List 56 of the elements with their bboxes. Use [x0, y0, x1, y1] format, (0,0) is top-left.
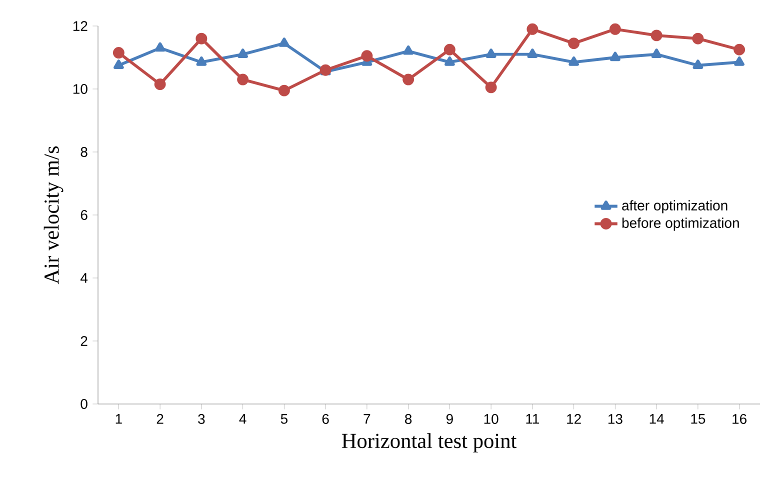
- x-tick-label: 12: [567, 414, 581, 424]
- y-tick-label: 8: [80, 147, 88, 157]
- x-tick-label: 2: [156, 414, 164, 424]
- point: [651, 48, 662, 58]
- x-tick-label: 8: [405, 414, 412, 424]
- x-tick-label: 11: [526, 414, 540, 424]
- point: [278, 84, 290, 96]
- x-tick-label: 3: [198, 414, 205, 424]
- point: [402, 74, 414, 86]
- x-tick-label: 7: [364, 414, 370, 424]
- x-tick-label: 13: [608, 414, 622, 424]
- point: [734, 44, 746, 56]
- x-tick-label: 16: [732, 414, 746, 424]
- x-tick-label: 14: [650, 414, 664, 424]
- y-tick-label: 2: [80, 336, 88, 346]
- point: [444, 56, 455, 66]
- x-tick-label: 10: [484, 414, 498, 424]
- x-tick-label: 6: [322, 414, 329, 424]
- point: [650, 30, 662, 42]
- x-tick-label: 5: [280, 414, 288, 424]
- point: [237, 74, 249, 86]
- point: [361, 50, 373, 62]
- point: [527, 48, 538, 58]
- point: [403, 45, 414, 55]
- x-axis-title: Horizontal test point: [342, 433, 517, 452]
- legend-label: after optimization: [622, 200, 728, 214]
- y-axis-title: Air velocity m/s: [44, 146, 64, 284]
- point: [196, 56, 207, 66]
- point: [692, 60, 704, 69]
- legend-label: before optimization: [622, 218, 739, 231]
- y-tick-label: 0: [80, 399, 88, 409]
- x-tick-label: 15: [691, 414, 706, 424]
- point: [114, 60, 124, 69]
- x-tick-label: 9: [446, 414, 453, 424]
- point: [610, 52, 620, 62]
- point: [279, 38, 290, 47]
- point: [112, 47, 124, 59]
- y-tick-label: 12: [73, 21, 88, 31]
- x-tick-label: 1: [116, 414, 122, 424]
- y-tick-label: 6: [80, 210, 88, 220]
- point: [486, 48, 496, 58]
- point: [734, 56, 744, 66]
- y-tick-label: 10: [73, 84, 88, 94]
- point: [485, 82, 497, 94]
- point: [692, 32, 704, 44]
- point: [444, 44, 456, 56]
- point: [568, 56, 579, 66]
- point: [154, 42, 166, 52]
- point: [526, 23, 538, 35]
- x-tick-label: 4: [239, 414, 246, 424]
- point: [238, 48, 248, 58]
- point: [609, 23, 621, 35]
- point: [568, 38, 580, 50]
- point: [154, 78, 166, 90]
- y-tick-label: 4: [80, 273, 88, 283]
- point: [196, 32, 208, 44]
